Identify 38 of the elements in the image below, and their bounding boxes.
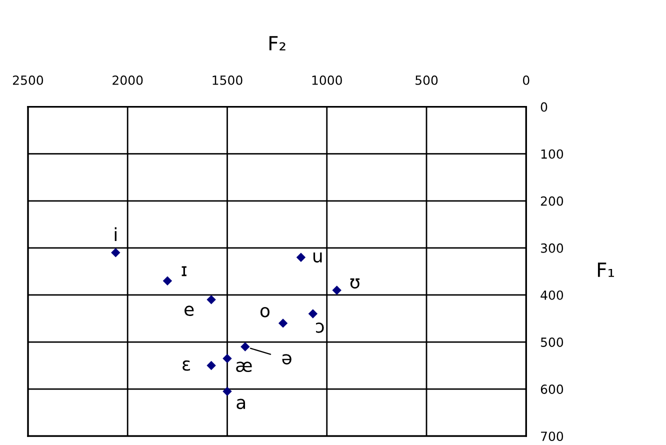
- annotation: u: [313, 252, 322, 263]
- point: [111, 248, 120, 258]
- y-axis-title: F₁: [598, 262, 614, 277]
- y-tick-label: 700: [541, 432, 564, 442]
- y-tick-label: 600: [540, 384, 564, 394]
- annotation: ɔ: [316, 322, 324, 333]
- annotation: a: [236, 398, 246, 410]
- x-tick-label: 0: [522, 75, 530, 85]
- annotation: e: [184, 306, 194, 316]
- x-tick-label: 2500: [12, 75, 44, 85]
- y-tick-label: 300: [540, 243, 564, 253]
- point: [162, 276, 172, 286]
- x-tick-label: 1000: [312, 75, 342, 85]
- point: [332, 286, 342, 295]
- y-tick-label: 500: [540, 337, 564, 347]
- x-tick-label: 500: [416, 75, 438, 85]
- x-tick-label: 1500: [212, 75, 242, 85]
- point: [222, 354, 232, 364]
- point: [278, 318, 288, 328]
- x-tick-label: 2000: [112, 75, 143, 85]
- annotation: ə: [282, 354, 292, 364]
- annotation: i: [114, 227, 116, 241]
- y-tick-label: 400: [540, 290, 564, 300]
- annotation: ʊ: [350, 278, 360, 289]
- point: [240, 342, 250, 352]
- y-tick-label: 100: [541, 149, 564, 159]
- annotation: ɛ: [182, 360, 190, 371]
- point: [222, 386, 232, 396]
- point: [206, 295, 216, 304]
- point: [308, 309, 318, 318]
- x-axis-title: F₂: [269, 36, 286, 50]
- point: [206, 360, 216, 370]
- point: [296, 252, 306, 262]
- annotation: ɪ: [182, 266, 186, 276]
- annotation: æ: [236, 362, 252, 372]
- y-tick-label: 200: [540, 196, 564, 206]
- y-tick-label: 0: [540, 102, 548, 112]
- annotation: o: [260, 306, 270, 318]
